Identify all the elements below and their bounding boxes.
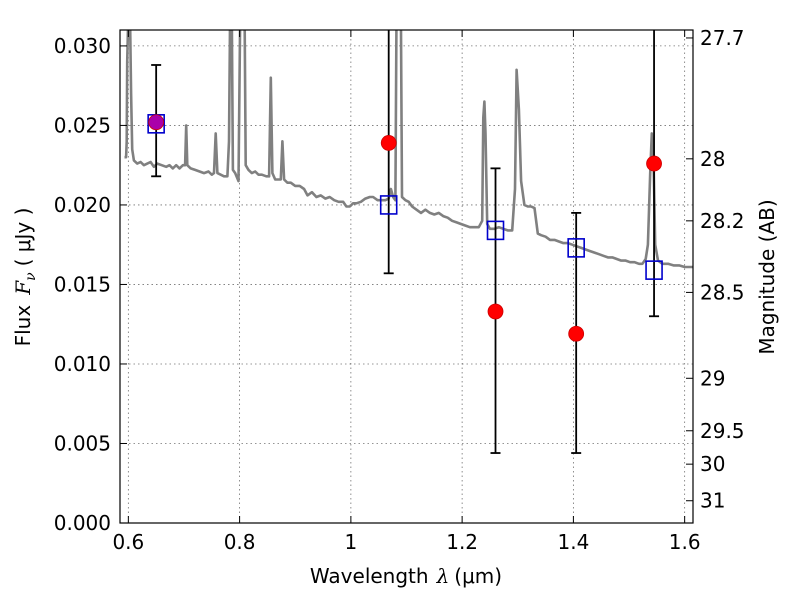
y-tick-label: 0.015 — [54, 272, 111, 296]
plot-frame — [119, 29, 694, 524]
model-photometry-square — [645, 260, 663, 280]
x-axis-label: Wavelength λ (μm) — [310, 564, 502, 588]
observed-point — [380, 135, 397, 151]
mag-tick-label: 31 — [700, 489, 725, 513]
marker-layer — [147, 114, 663, 342]
y-tick-label: 0.000 — [54, 511, 111, 535]
grid — [120, 30, 693, 523]
ticks: 0.6 0.8 1 1.2 1.4 1.6 0.000 0.005 0.010 0.015 0.02… — [54, 26, 745, 554]
spectrum-layer — [124, 30, 693, 269]
model-photometry-square — [486, 220, 505, 241]
mag-tick-label: 30 — [700, 452, 725, 476]
x-tick-label: 1.4 — [557, 530, 589, 554]
model-photometry-square — [567, 238, 585, 258]
observed-point — [487, 303, 504, 320]
mag-tick-label: 29.5 — [700, 419, 745, 443]
x-tick-label: 1 — [345, 530, 358, 554]
observed-point — [568, 325, 585, 342]
y-tick-label: 0.005 — [54, 431, 111, 455]
y-tick-label: 0.010 — [54, 352, 111, 376]
y-tick-label: 0.030 — [54, 34, 111, 58]
mag-tick-label: 28.2 — [700, 209, 745, 233]
mag-tick-label: 28.5 — [700, 280, 745, 304]
y-tick-label: 0.020 — [54, 193, 111, 217]
mag-tick-label: 28 — [700, 147, 725, 171]
y-axis-label: FluxFν( μJy ) — [11, 208, 39, 347]
x-tick-label: 1.2 — [446, 530, 478, 554]
y2-axis-label: Magnitude (AB) — [755, 199, 779, 354]
mag-tick-label: 27.7 — [700, 26, 745, 50]
y-tick-label: 0.025 — [54, 113, 111, 137]
x-tick-label: 0.6 — [112, 530, 144, 554]
observed-point — [148, 114, 165, 131]
x-tick-label: 1.6 — [669, 530, 701, 554]
model-photometry-square — [379, 195, 398, 215]
x-tick-label: 0.8 — [224, 530, 256, 554]
mag-tick-label: 29 — [700, 366, 725, 390]
observed-point — [646, 155, 662, 172]
spectrum-line — [124, 30, 693, 269]
